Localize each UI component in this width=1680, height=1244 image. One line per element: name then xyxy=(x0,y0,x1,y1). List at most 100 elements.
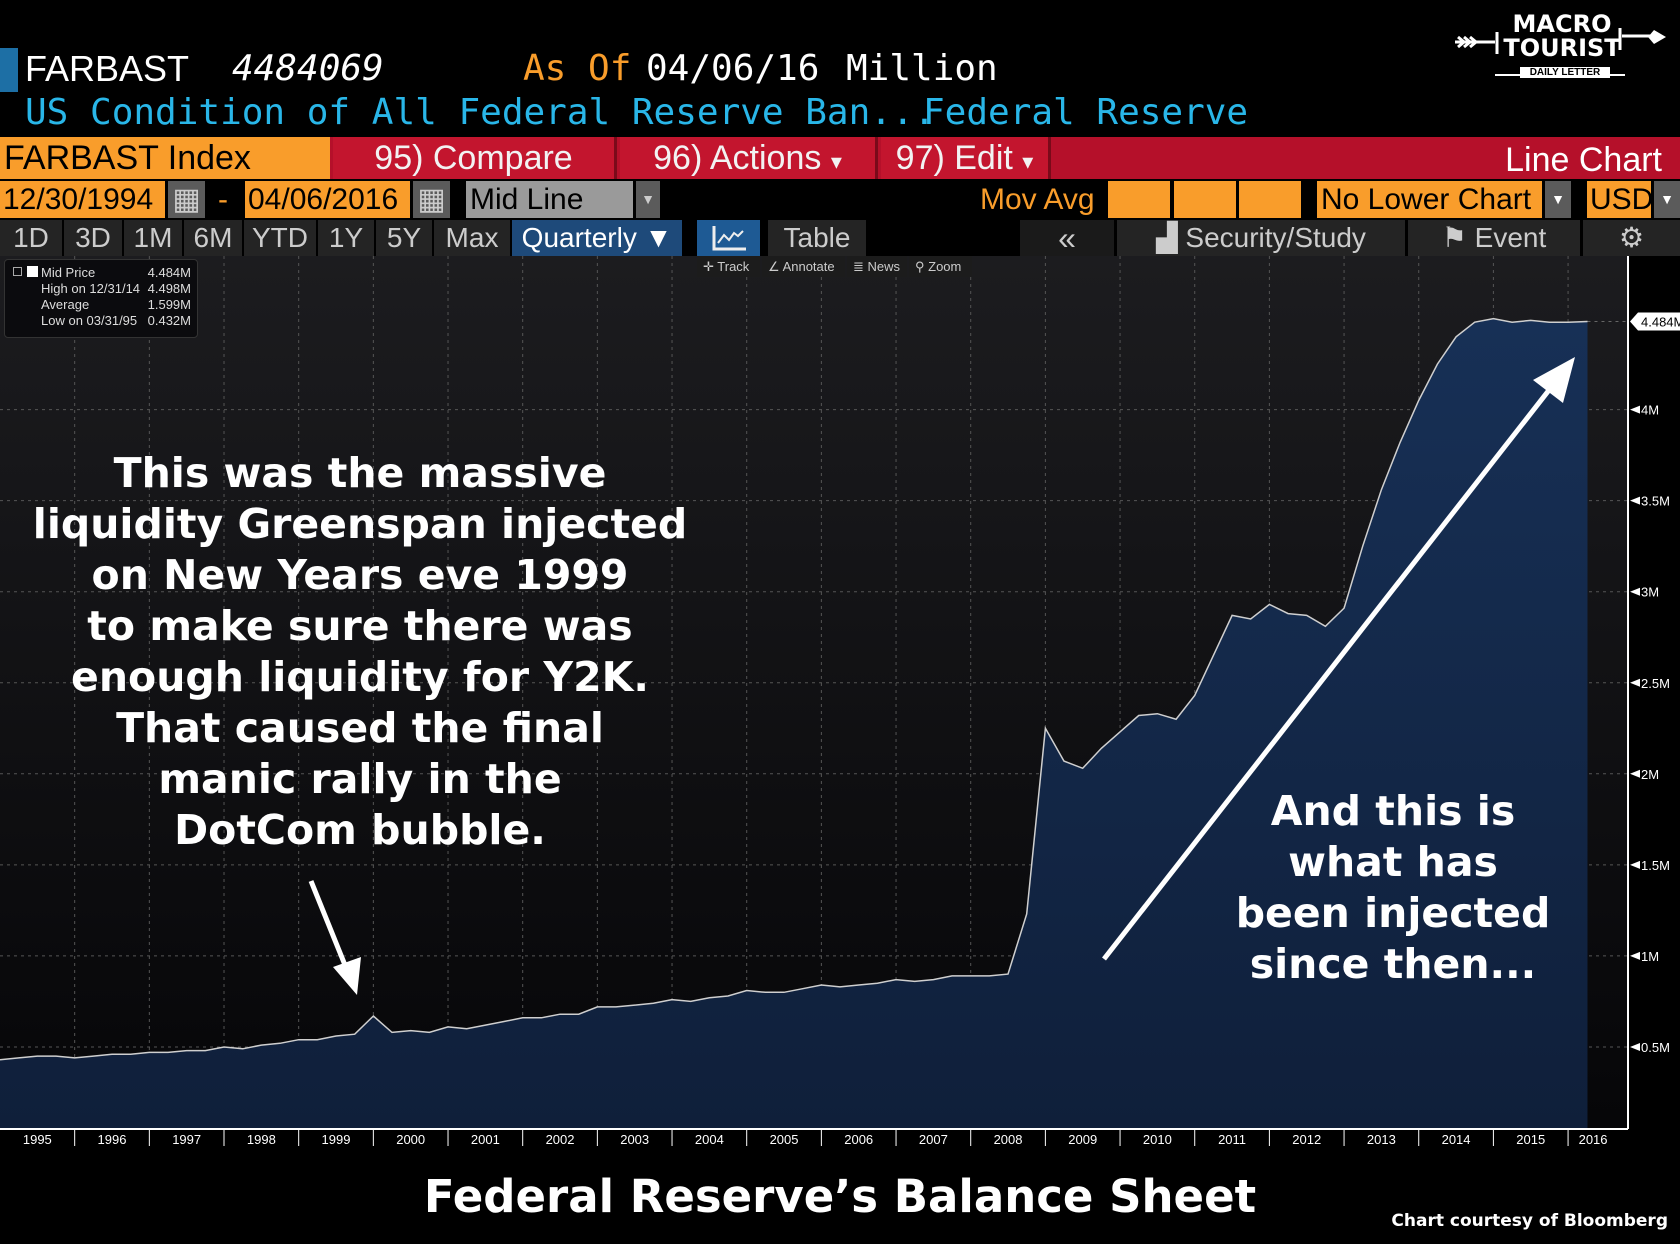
x-tick-label: 2013 xyxy=(1367,1132,1396,1147)
date-separator: - xyxy=(218,183,228,216)
legend-value: 0.432M xyxy=(147,313,191,328)
actions-label: 96) Actions xyxy=(653,139,822,177)
chart-credit: Chart courtesy of Bloomberg xyxy=(1391,1211,1668,1231)
period-tab-ytd[interactable]: YTD xyxy=(244,220,316,256)
legend-row: Average 1.599M xyxy=(41,297,191,313)
line-style-select[interactable]: Mid Line xyxy=(466,181,633,218)
logo-line1: MACRO xyxy=(1512,10,1612,38)
x-tick-label: 2000 xyxy=(396,1132,425,1147)
table-view-button[interactable]: Table xyxy=(768,220,866,256)
security-study-icon: ▟ xyxy=(1156,222,1178,253)
mov-avg-input-2[interactable] xyxy=(1174,181,1236,218)
annotation-line: liquidity Greenspan injected xyxy=(32,500,688,548)
legend-label: Low on 03/31/95 xyxy=(41,313,138,328)
x-tick-label: 2010 xyxy=(1143,1132,1172,1147)
line-chart-view-button[interactable] xyxy=(697,220,760,256)
calendar-icon[interactable]: ▦ xyxy=(168,181,205,218)
y-tick xyxy=(1630,587,1640,596)
end-date-input[interactable]: 04/06/2016 xyxy=(245,181,410,218)
edit-button[interactable]: 97) Edit ▾ xyxy=(881,137,1051,179)
y-tick xyxy=(1630,769,1640,778)
mov-avg-label: Mov Avg xyxy=(980,183,1095,216)
chevron-down-icon: ▾ xyxy=(830,149,842,174)
period-tab-1y[interactable]: 1Y xyxy=(318,220,374,256)
last-value: 4484069 xyxy=(232,48,384,89)
news-tool[interactable]: ≣ News xyxy=(847,256,907,277)
x-tick-label: 2007 xyxy=(919,1132,948,1147)
annotation-line: to make sure there was xyxy=(87,602,633,650)
annotation-line: what has xyxy=(1288,838,1498,886)
annotation-line: on New Years eve 1999 xyxy=(91,551,629,599)
collapse-button[interactable]: « xyxy=(1020,220,1114,256)
y-tick xyxy=(1630,860,1640,869)
last-value-label: 4.484M xyxy=(1641,314,1680,329)
lower-chart-select[interactable]: No Lower Chart xyxy=(1317,181,1542,218)
logo-line2: TOURIST xyxy=(1503,34,1621,62)
legend-label: Mid Price xyxy=(41,265,96,280)
annotation-right: And this is what has been injected since… xyxy=(1193,786,1593,990)
period-tab-5y[interactable]: 5Y xyxy=(376,220,432,256)
as-of-date: 04/06/16 xyxy=(646,48,820,89)
zoom-tool[interactable]: ⚲ Zoom xyxy=(909,256,972,277)
actions-button[interactable]: 96) Actions ▾ xyxy=(620,137,878,179)
mov-avg-input-3[interactable] xyxy=(1239,181,1301,218)
mov-avg-input-1[interactable] xyxy=(1108,181,1170,218)
edit-label: 97) Edit xyxy=(895,139,1013,177)
track-tool[interactable]: ✛ Track xyxy=(697,256,760,277)
period-tab-3d[interactable]: 3D xyxy=(64,220,122,256)
chart-legend: Mid Price 4.484M High on 12/31/14 4.498M A… xyxy=(4,259,198,338)
logo-line3: DAILY LETTER xyxy=(1520,67,1610,78)
macro-tourist-logo: MACRO TOURIST DAILY LETTER xyxy=(1450,12,1670,87)
collapse-legend-icon[interactable] xyxy=(13,267,22,276)
x-tick-label: 2009 xyxy=(1068,1132,1097,1147)
chevron-down-icon[interactable]: ▼ xyxy=(1545,181,1571,218)
compare-button[interactable]: 95) Compare xyxy=(333,137,617,179)
chevron-down-icon[interactable]: ▼ xyxy=(636,181,660,218)
units: Million xyxy=(846,48,998,89)
x-tick-label: 2005 xyxy=(770,1132,799,1147)
legend-row: High on 12/31/14 4.498M xyxy=(41,281,191,297)
settings-button[interactable]: ⚙ xyxy=(1583,220,1680,256)
y-tick xyxy=(1630,1042,1640,1051)
security-field[interactable]: FARBAST Index xyxy=(0,137,330,179)
y-tick xyxy=(1630,678,1640,687)
calendar-icon[interactable]: ▦ xyxy=(413,181,450,218)
period-tab-1d[interactable]: 1D xyxy=(0,220,62,256)
security-study-button[interactable]: ▟ Security/Study xyxy=(1117,220,1405,256)
x-tick-label: 1995 xyxy=(23,1132,52,1147)
ticker-marker xyxy=(0,48,18,92)
y-tick-label: 3.5M xyxy=(1641,494,1670,509)
track-label: Track xyxy=(717,259,750,274)
gear-icon: ⚙ xyxy=(1618,222,1645,253)
annotation-line: DotCom bubble. xyxy=(174,806,546,854)
start-date-input[interactable]: 12/30/1994 xyxy=(0,181,165,218)
security-description: US Condition of All Federal Reserve Ban.… xyxy=(25,92,936,133)
y-tick xyxy=(1630,496,1640,505)
event-button[interactable]: ⚑ Event xyxy=(1408,220,1580,256)
chevron-down-icon[interactable]: ▼ xyxy=(1654,181,1680,218)
legend-label: Average xyxy=(41,297,90,312)
annotation-line: manic rally in the xyxy=(158,755,562,803)
annotate-tool[interactable]: ∠ Annotate xyxy=(762,256,845,277)
frequency-select[interactable]: Quarterly ▼ xyxy=(512,220,682,256)
y-tick-label: 2M xyxy=(1641,767,1659,782)
chart-type-label: Line Chart xyxy=(1505,141,1662,179)
legend-value: 1.599M xyxy=(147,297,191,312)
chevron-down-icon: ▾ xyxy=(1022,149,1034,174)
last-value-tag xyxy=(1630,312,1680,331)
period-tab-6m[interactable]: 6M xyxy=(184,220,242,256)
period-tab-max[interactable]: Max xyxy=(434,220,510,256)
x-tick-label: 2006 xyxy=(844,1132,873,1147)
period-tab-1m[interactable]: 1M xyxy=(124,220,182,256)
x-tick-label: 2015 xyxy=(1516,1132,1545,1147)
x-tick-label: 1996 xyxy=(98,1132,127,1147)
x-tick-label: 2016 xyxy=(1579,1132,1608,1147)
ticker: FARBAST xyxy=(25,48,190,89)
currency-select[interactable]: USD xyxy=(1587,181,1653,218)
x-tick-label: 2011 xyxy=(1218,1132,1246,1147)
annotation-line: This was the massive xyxy=(113,449,607,497)
line-chart-icon xyxy=(712,226,746,251)
annotation-line: That caused the final xyxy=(116,704,604,752)
x-tick-label: 2004 xyxy=(695,1132,724,1147)
x-tick-label: 2008 xyxy=(994,1132,1023,1147)
